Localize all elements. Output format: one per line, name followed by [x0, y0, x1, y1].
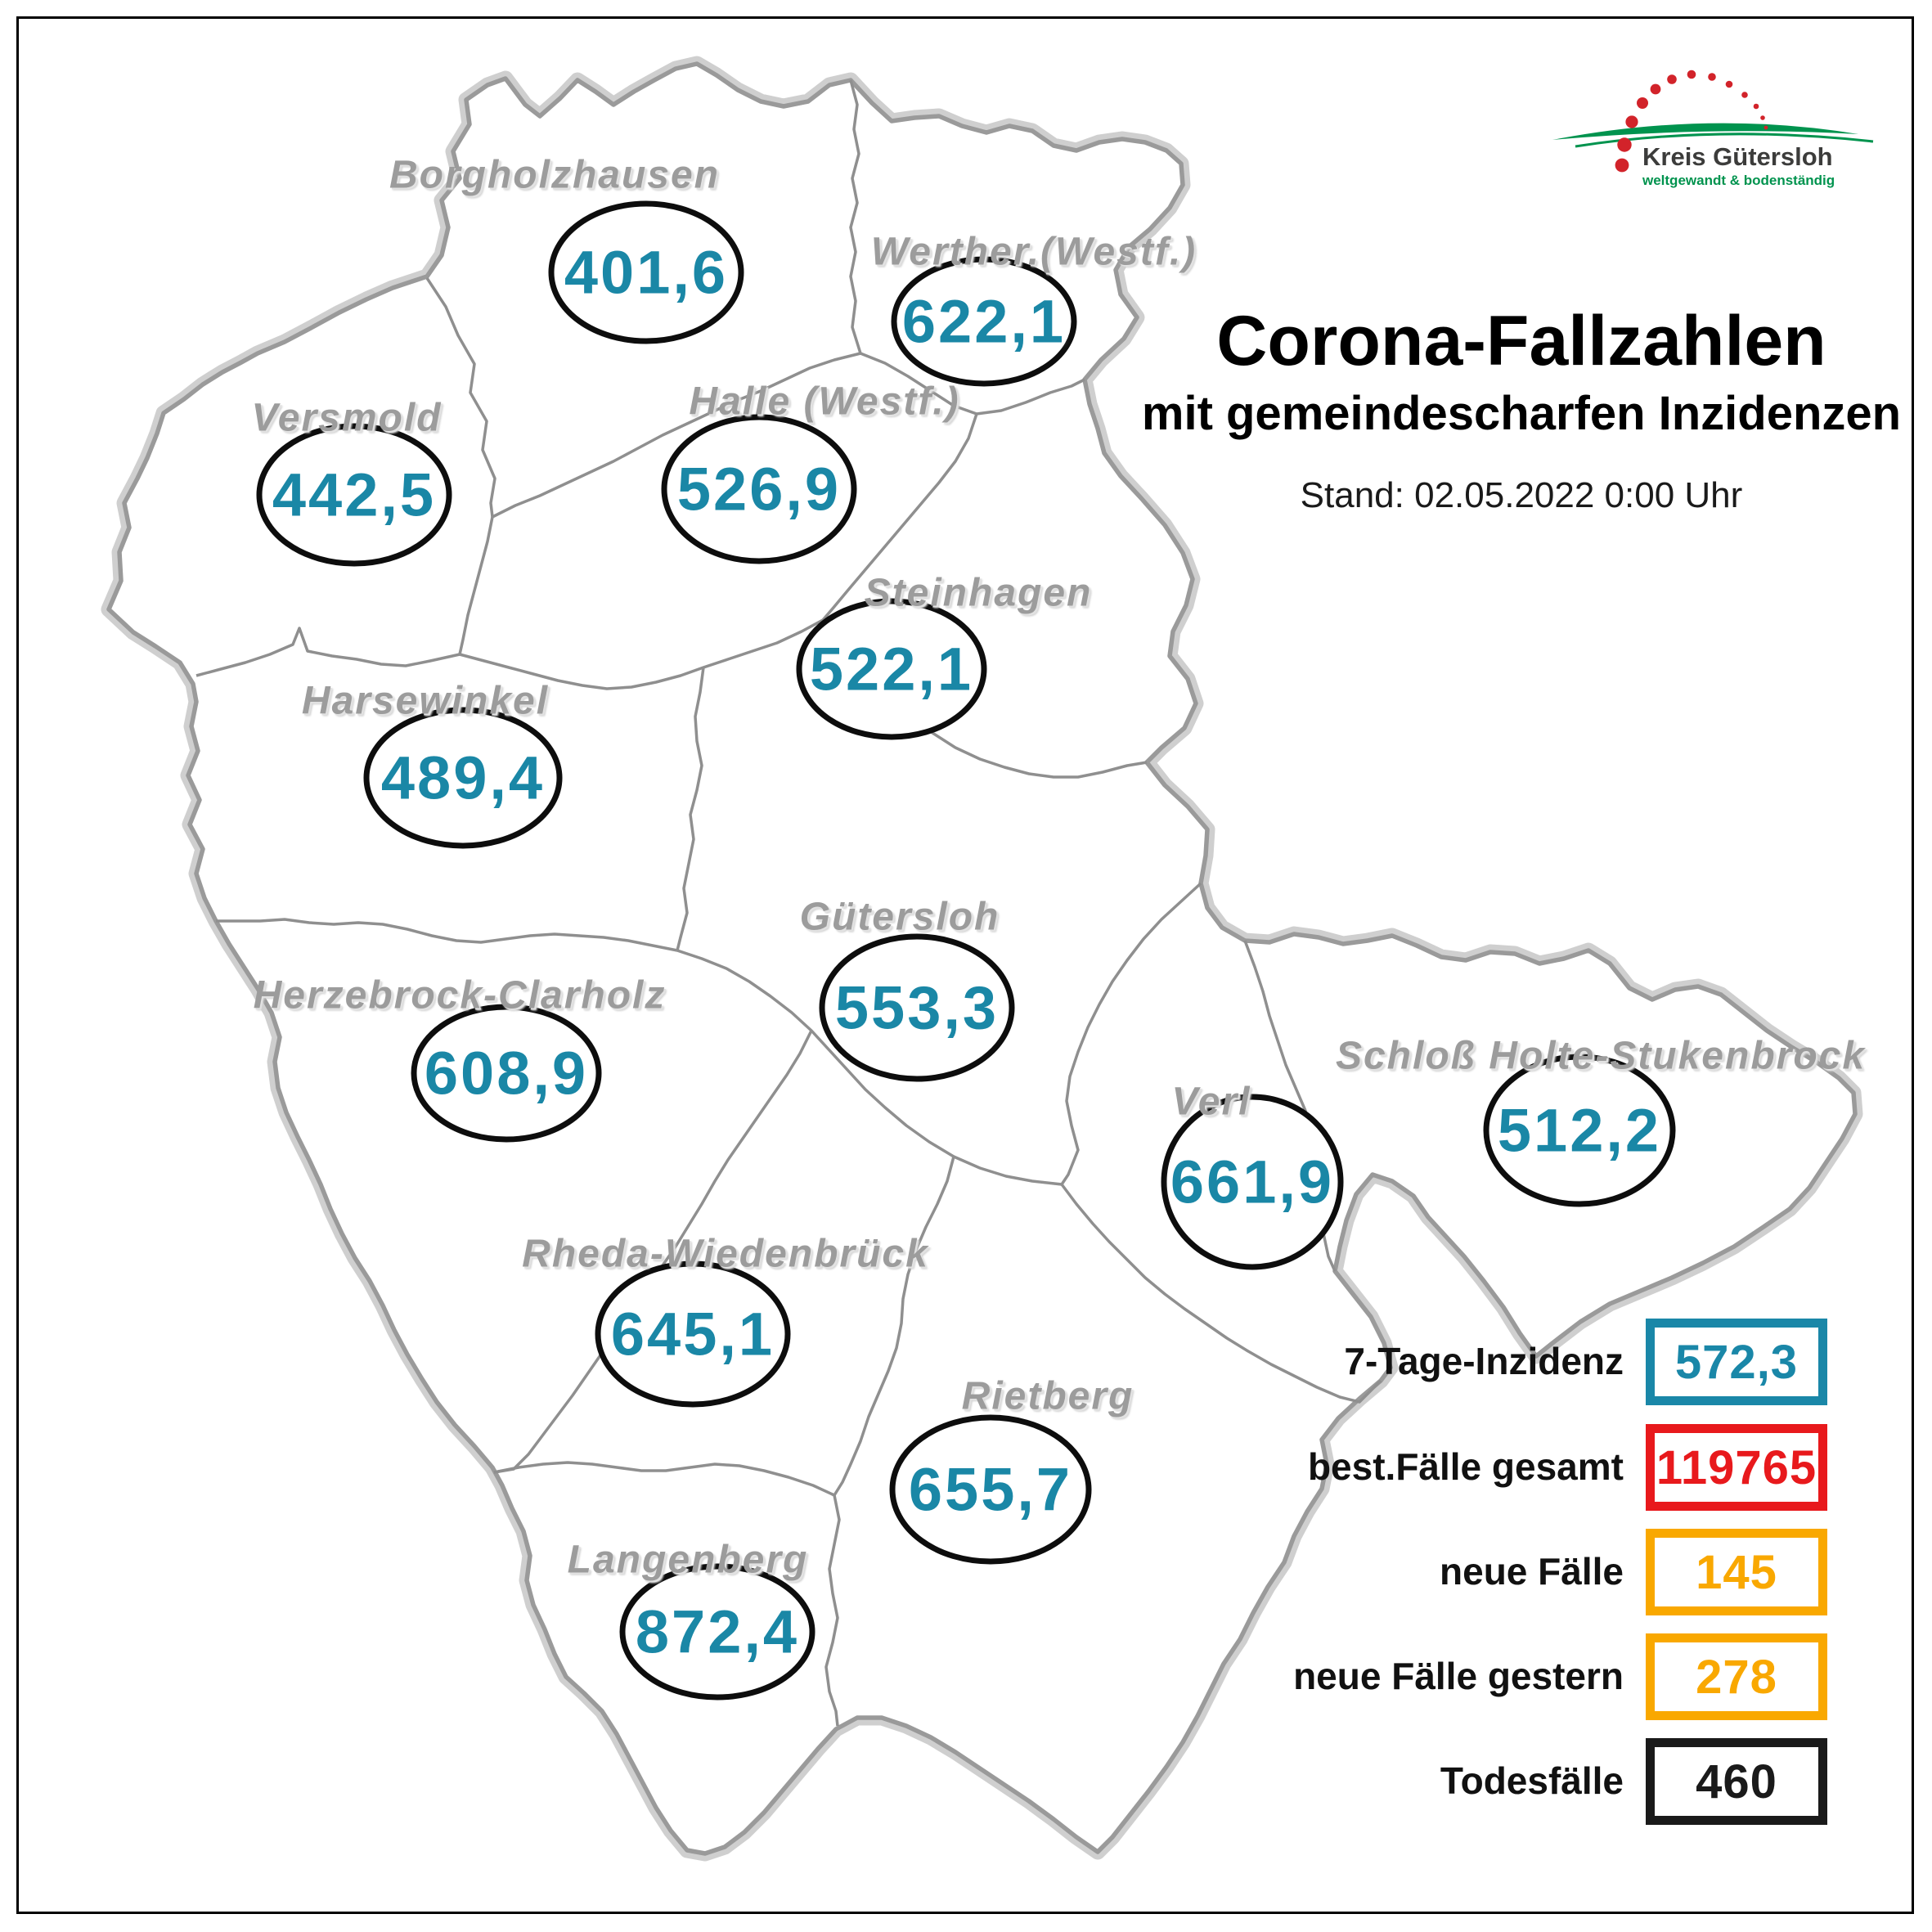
logo-dot: [1760, 115, 1765, 120]
page-title: Corona-Fallzahlen: [1216, 302, 1826, 380]
header: Corona-Fallzahlen mit gemeindescharfen I…: [1088, 304, 1932, 516]
logo-dot: [1667, 74, 1677, 84]
municipality-incidence-rheda-wiedenbrueck: 645,1: [610, 1300, 775, 1368]
logo-dot: [1753, 103, 1759, 110]
incidence-bubble: [1161, 1094, 1344, 1270]
legend-value-neue-faelle: 145: [1696, 1545, 1777, 1599]
incidence-bubble: [619, 1563, 815, 1701]
page-subtitle: mit gemeindescharfen Inzidenzen: [1141, 387, 1902, 441]
incidence-bubble: [548, 200, 744, 344]
municipality-incidence-langenberg: 872,4: [635, 1597, 800, 1666]
municipality-label-rheda-wiedenbrueck: Rheda-Wiedenbrück: [522, 1232, 929, 1276]
legend-box-7-tage-inzidenz: 572,3: [1646, 1319, 1827, 1405]
incidence-bubble: [889, 1414, 1092, 1565]
municipality-label-rietberg: Rietberg: [961, 1374, 1134, 1418]
incidence-bubble: [411, 1004, 602, 1143]
logo-dot: [1617, 137, 1632, 152]
incidence-bubble: [1483, 1054, 1676, 1207]
incidence-bubbles: [256, 200, 1676, 1701]
municipality-incidence-rietberg: 655,7: [908, 1455, 1073, 1524]
municipality-incidence-verl: 661,9: [1170, 1148, 1335, 1216]
logo-graphic: [1552, 70, 1874, 173]
legend-label-7-tage-inzidenz: 7-Tage-Inzidenz: [1344, 1340, 1624, 1382]
logo-dot: [1741, 92, 1748, 98]
legend-label-todesfaelle: Todesfälle: [1440, 1759, 1624, 1802]
municipality-label-verl: Verl: [1171, 1080, 1251, 1124]
municipality-label-guetersloh: Gütersloh: [799, 895, 1000, 939]
logo-dot: [1708, 73, 1716, 81]
municipality-incidence-herzebrock-clarholz: 608,9: [424, 1039, 589, 1108]
municipality-incidence-versmold: 442,5: [272, 461, 437, 529]
legend-box-todesfaelle: 460: [1646, 1738, 1827, 1825]
incidence-bubble: [891, 256, 1077, 387]
legend-value-neue-faelle-gestern: 278: [1696, 1650, 1777, 1704]
logo-dot: [1764, 125, 1768, 130]
municipality-label-werther: Werther.(Westf.): [870, 230, 1197, 274]
municipality-label-steinhagen: Steinhagen: [864, 571, 1093, 615]
municipality-label-harsewinkel: Harsewinkel: [301, 679, 550, 723]
logo-name: Kreis Gütersloh: [1642, 142, 1833, 171]
legend-value-todesfaelle: 460: [1696, 1755, 1777, 1808]
logo-dot: [1637, 97, 1648, 109]
municipality-incidence-borgholzhausen: 401,6: [564, 238, 729, 307]
legend-value-7-tage-inzidenz: 572,3: [1674, 1335, 1799, 1389]
incidence-bubble: [796, 598, 987, 740]
logo-swoosh-underline: [1575, 133, 1874, 148]
incidence-bubble: [256, 423, 452, 567]
municipality-incidence-guetersloh: 553,3: [834, 973, 1000, 1042]
municipality-label-langenberg: Langenberg: [567, 1538, 809, 1582]
logo-dot-arc: [1615, 70, 1768, 173]
legend-label-neue-faelle-gestern: neue Fälle gestern: [1293, 1655, 1624, 1697]
logo-dot: [1615, 158, 1629, 173]
logo-dot: [1650, 83, 1661, 95]
incidence-bubble: [819, 933, 1015, 1082]
incidence-bubble: [661, 414, 857, 564]
legend-label-bestaetigte-faelle: best.Fälle gesamt: [1307, 1445, 1624, 1488]
logo-swoosh: [1552, 123, 1858, 140]
municipality-incidence-harsewinkel: 489,4: [380, 744, 546, 812]
incidence-bubble: [595, 1260, 791, 1408]
municipality-incidence-halle: 526,9: [676, 455, 842, 523]
municipality-incidence-steinhagen: 522,1: [809, 635, 974, 703]
logo-tagline: weltgewandt & bodenständig: [1642, 173, 1835, 188]
municipality-label-schloss-holte-stukenbrock: Schloß Holte-Stukenbrock: [1335, 1034, 1867, 1078]
municipality-incidence-schloss-holte-stukenbrock: 512,2: [1497, 1096, 1662, 1165]
municipality-incidence-werther: 622,1: [901, 287, 1067, 356]
legend-box-neue-faelle-gestern: 278: [1646, 1633, 1827, 1720]
logo-dot: [1687, 70, 1696, 79]
municipality-label-versmold: Versmold: [251, 396, 443, 440]
incidence-bubble: [363, 707, 563, 849]
status-date: Stand: 02.05.2022 0:00 Uhr: [1300, 475, 1743, 516]
legend-value-bestaetigte-faelle: 119765: [1656, 1440, 1817, 1494]
legend-box-neue-faelle: 145: [1646, 1529, 1827, 1615]
municipality-label-halle: Halle (Westf.): [689, 380, 960, 424]
logo-dot: [1625, 115, 1638, 128]
legend-box-bestaetigte-faelle: 119765: [1646, 1424, 1827, 1511]
legend-label-neue-faelle: neue Fälle: [1440, 1550, 1624, 1593]
logo-dot: [1725, 80, 1733, 88]
municipality-label-borgholzhausen: Borgholzhausen: [389, 153, 721, 197]
municipality-label-herzebrock-clarholz: Herzebrock-Clarholz: [253, 973, 667, 1018]
